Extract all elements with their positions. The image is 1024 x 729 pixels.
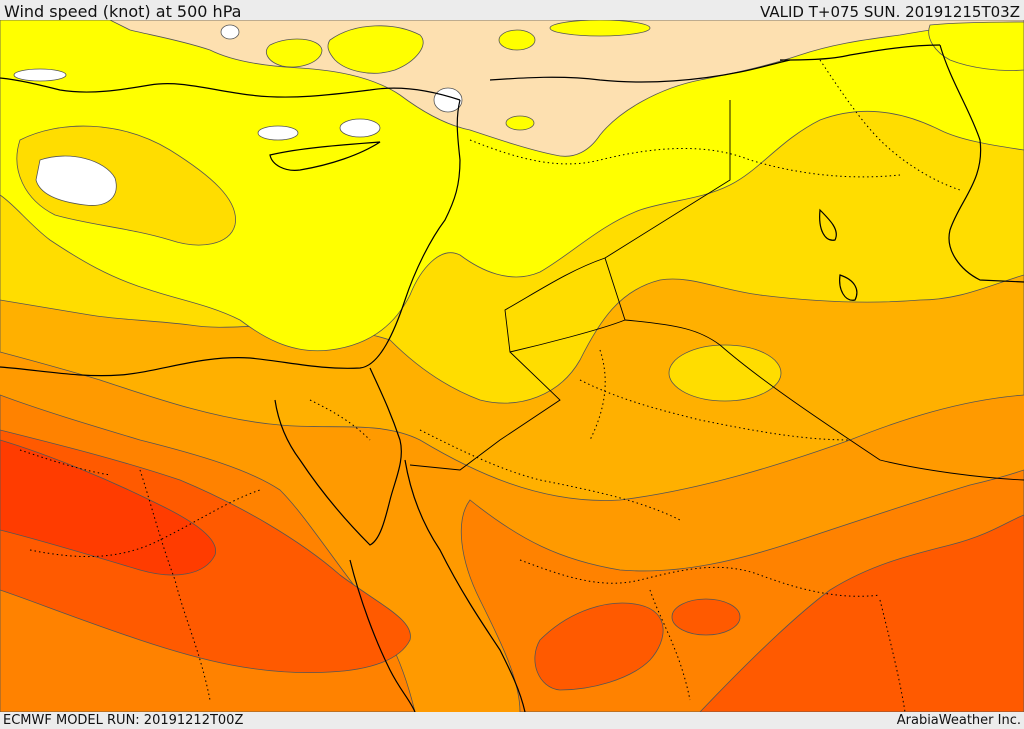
band-white-5 — [13, 68, 67, 82]
borders — [409, 100, 1024, 481]
band-white-3 — [339, 118, 381, 138]
band-white-6 — [220, 24, 240, 40]
band-red-orange-2 — [699, 514, 1024, 712]
band-yellow-blob-3 — [498, 29, 536, 51]
band-yellow-blob-1 — [266, 38, 323, 68]
band-gold-spot — [668, 344, 782, 402]
band-yellow-blob-6 — [549, 20, 651, 37]
band-white-2 — [257, 125, 299, 141]
band-yellow-blob-2 — [327, 25, 424, 74]
band-gold-turkey — [16, 125, 236, 246]
model-run: ECMWF MODEL RUN: 20191212T00Z — [3, 713, 244, 728]
band-yellow-blob-5 — [928, 21, 1024, 71]
valid-time: VALID T+075 SUN. 20191215T03Z — [760, 3, 1020, 21]
wind-speed-map — [0, 20, 1024, 712]
header-bar: Wind speed (knot) at 500 hPa VALID T+075… — [0, 0, 1024, 21]
map-title: Wind speed (knot) at 500 hPa — [4, 2, 242, 21]
band-white-1 — [35, 155, 117, 206]
band-red — [0, 439, 217, 576]
band-yellow-blob-4 — [505, 115, 535, 131]
footer-bar: ECMWF MODEL RUN: 20191212T00Z ArabiaWeat… — [0, 712, 1024, 729]
coastlines — [0, 44, 1024, 712]
credit: ArabiaWeather Inc. — [896, 713, 1021, 728]
dotted-boundaries — [19, 59, 961, 712]
band-red-orange-3 — [534, 602, 664, 691]
band-yellow — [0, 20, 1024, 352]
band-red-orange-4 — [671, 598, 741, 636]
